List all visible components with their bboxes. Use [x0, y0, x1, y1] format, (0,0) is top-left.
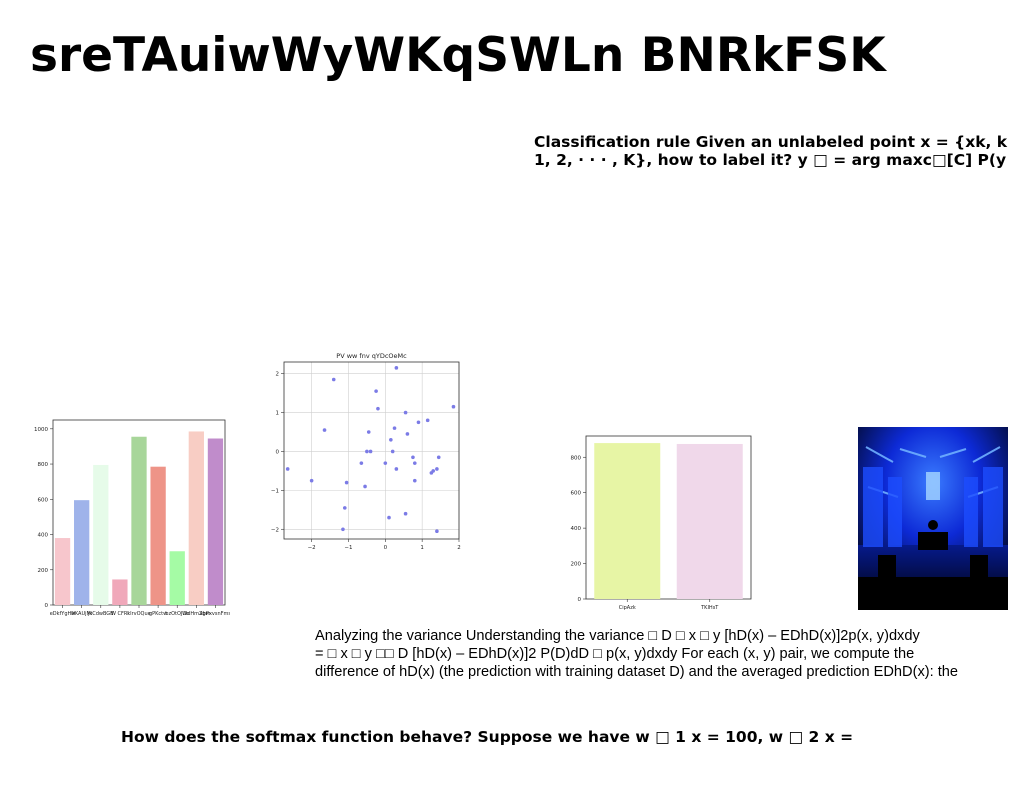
scatter-point: [365, 449, 369, 454]
x-tick-label: jkCdwBGB: [87, 611, 114, 617]
scatter-point: [331, 377, 336, 382]
blue-lit-stage-photo: [858, 427, 1008, 610]
plot-frame: [283, 361, 460, 540]
scatter-point: [412, 461, 417, 465]
scatter-chart: PV ww fnv qYDcOeMc −2 −1 0 1 2 −2 −1 0 1 2: [268, 348, 468, 558]
y-tick-label: −1: [271, 488, 279, 494]
y-tick-label: 800: [38, 462, 49, 468]
x-tick-label: CipAzk: [619, 605, 636, 611]
x-tick-label: gPKctw: [149, 611, 167, 617]
scatter-point: [411, 455, 415, 460]
y-tick-label: 400: [571, 526, 582, 532]
scatter-point: [363, 484, 367, 489]
scatter-point: [344, 480, 349, 485]
x-tick-label: −1: [344, 545, 352, 551]
bar: [207, 438, 224, 605]
scatter-point: [451, 404, 456, 409]
y-tick-label: 800: [571, 455, 582, 461]
y-tick-label: 2: [276, 372, 280, 378]
bar: [74, 500, 90, 605]
bar: [54, 538, 71, 605]
bar: [169, 551, 185, 605]
x-tick-label: −2: [308, 545, 316, 551]
scatter-point: [359, 461, 364, 465]
bar-chart-1: eDkfYgHw NKAUjMi jkCdwBGB W CFRl kIrvOQue gPK…: [30, 412, 230, 622]
scatter-point: [309, 478, 314, 483]
plot-frame: [585, 435, 752, 600]
y-tick-label: 0: [276, 449, 280, 455]
bar: [150, 466, 166, 605]
scatter-point: [342, 506, 347, 510]
y-tick-label: 200: [38, 568, 49, 574]
text-line: = □ x □ y □□ D [hD(x) – EDhD(x)]2 P(D)dD…: [315, 646, 915, 662]
scatter-point: [403, 511, 408, 516]
scatter-point: [435, 529, 439, 534]
text-line: 1, 2, · · · , K}, how to label it? y □ =…: [534, 151, 1007, 169]
scatter-point: [392, 426, 397, 430]
scatter-point: [341, 527, 345, 532]
scatter-point: [368, 449, 373, 454]
bar: [93, 464, 109, 605]
scatter-point: [383, 461, 388, 465]
y-tick-label: 1000: [34, 427, 48, 433]
y-tick-label: 200: [571, 562, 582, 568]
scatter-point: [403, 410, 408, 415]
scatter-point: [425, 418, 430, 423]
x-tick-label: bzOtOJUo: [165, 611, 189, 617]
x-tick-label: NKAUjMi: [71, 611, 92, 617]
variance-analysis-text: Analyzing the variance Understanding the…: [315, 627, 1024, 681]
scatter-point: [322, 428, 327, 432]
x-tick-label: kIrvOQue: [127, 611, 151, 617]
y-tick-label: 400: [38, 533, 49, 539]
scatter-point: [390, 449, 395, 454]
x-tick-label: WdHmZgm: [182, 611, 210, 617]
softmax-question-text: How does the softmax function behave? Su…: [121, 728, 854, 746]
y-tick-label: 1: [276, 411, 280, 417]
scatter-point: [374, 389, 378, 393]
x-tick-label: TKIHsT: [700, 605, 719, 611]
scatter-point: [412, 478, 417, 483]
scatter-point: [405, 432, 410, 436]
x-tick-label: W CFRl: [111, 611, 129, 617]
bar: [112, 579, 128, 605]
scatter-point: [376, 406, 380, 411]
scatter-point: [431, 469, 436, 473]
scatter-point: [435, 467, 439, 471]
y-tick-label: 600: [571, 491, 582, 497]
classification-rule-text: Classification rule Given an unlabeled p…: [534, 133, 1024, 169]
scatter-point: [285, 467, 290, 471]
scatter-point: [416, 420, 421, 425]
scatter-point: [366, 430, 371, 434]
x-tick-label: 1: [420, 545, 424, 551]
y-tick-label: −2: [271, 527, 279, 533]
x-tick-label: 0: [384, 545, 388, 551]
y-tick-label: 600: [38, 497, 49, 503]
text-line: Classification rule Given an unlabeled p…: [534, 133, 1008, 151]
bar: [131, 436, 147, 605]
scatter-point: [387, 515, 391, 520]
x-tick-label: xbPxvsnFms: [200, 611, 230, 617]
scatter-point: [394, 467, 399, 471]
text-line: Analyzing the variance Understanding the…: [315, 628, 920, 644]
bar-chart-2: CipAzk TKIHsT 0 200 400 600 800: [562, 430, 762, 615]
bar: [188, 431, 204, 605]
page-title: sreTAuiwWyWKqSWLn BNRkFSK: [30, 28, 886, 83]
x-tick-label: 2: [457, 545, 461, 551]
bar: [594, 443, 661, 599]
bar: [676, 443, 743, 599]
y-tick-label: 0: [578, 597, 582, 603]
text-line: difference of hD(x) (the prediction with…: [315, 664, 959, 680]
scatter-point: [394, 366, 399, 370]
scatter-point: [389, 438, 393, 442]
chart-title: PV ww fnv qYDcOeMc: [336, 352, 407, 360]
y-tick-label: 0: [45, 603, 49, 609]
x-tick-label: eDkfYgHw: [50, 611, 76, 617]
scatter-point: [436, 455, 441, 460]
